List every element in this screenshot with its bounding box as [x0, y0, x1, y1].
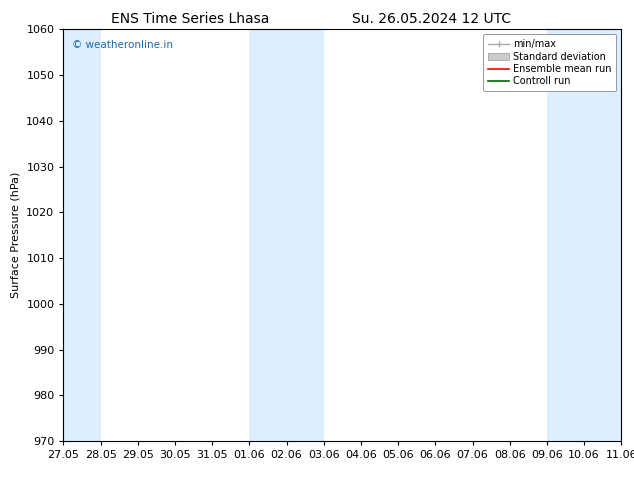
Bar — [547, 29, 621, 441]
Bar — [249, 29, 324, 441]
Legend: min/max, Standard deviation, Ensemble mean run, Controll run: min/max, Standard deviation, Ensemble me… — [483, 34, 616, 91]
Text: ENS Time Series Lhasa: ENS Time Series Lhasa — [111, 12, 269, 26]
Text: © weatheronline.in: © weatheronline.in — [72, 40, 173, 49]
Y-axis label: Surface Pressure (hPa): Surface Pressure (hPa) — [11, 172, 21, 298]
Bar — [63, 29, 101, 441]
Text: Su. 26.05.2024 12 UTC: Su. 26.05.2024 12 UTC — [352, 12, 510, 26]
